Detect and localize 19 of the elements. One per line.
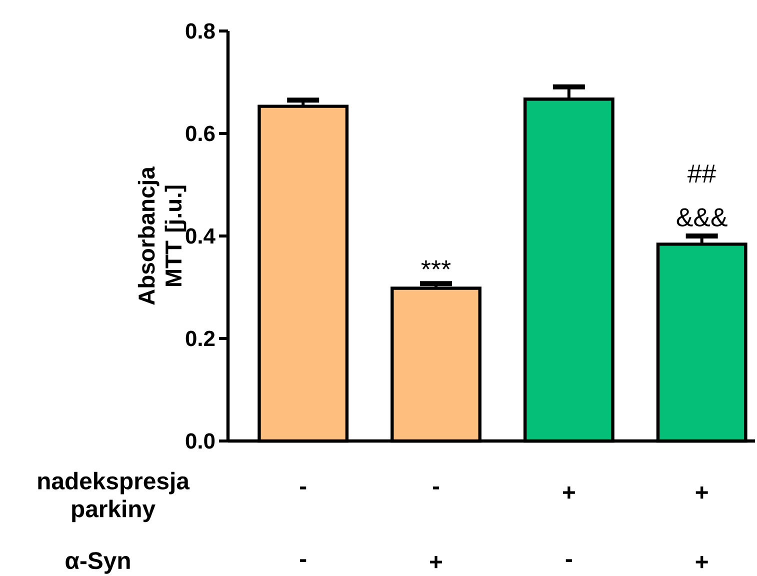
- x-tick-label: -: [432, 486, 440, 490]
- annotation: ***: [421, 260, 451, 270]
- y-tick-label: 0.2: [186, 330, 215, 346]
- x-tick-label: -: [300, 486, 306, 490]
- x-tick-label: +: [562, 486, 575, 499]
- text: -: [300, 559, 306, 562]
- y-tick-label: 0.0: [186, 433, 215, 449]
- text: +: [696, 556, 708, 568]
- y-tick-label: 0.8: [186, 23, 215, 39]
- y-tick-label: 0.6: [186, 126, 215, 142]
- y-axis-title: Absorbancja MTT [j.u.]: [138, 166, 186, 305]
- y-tick-label: 0.4: [186, 228, 216, 244]
- text: α-Syn: [66, 552, 130, 574]
- text: -: [566, 559, 572, 562]
- text: +: [430, 556, 442, 568]
- annotation: ##: [688, 164, 716, 182]
- x-tick-label: +: [696, 486, 708, 499]
- text: nadekspresja parkiny: [38, 472, 190, 522]
- annotation: &&&: [676, 208, 728, 226]
